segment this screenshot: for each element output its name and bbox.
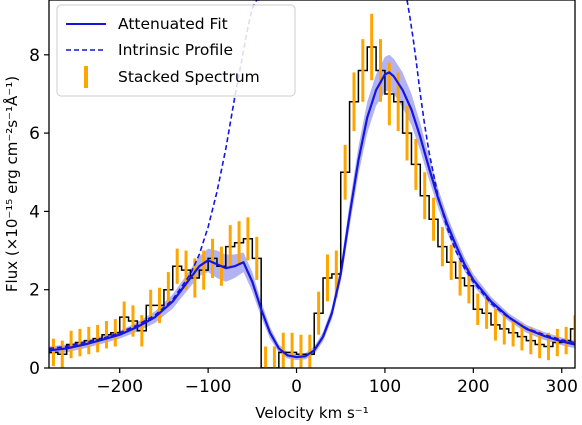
y-axis-label: Flux (×10⁻¹⁵ erg cm⁻²s⁻¹Å⁻¹) — [2, 76, 21, 292]
y-axis-ticks: 0 2 4 6 8 — [29, 46, 49, 379]
legend-intrinsic-label: Intrinsic Profile — [118, 41, 233, 59]
attenuated-fit-series — [49, 71, 575, 359]
x-tick-label: −200 — [96, 377, 143, 397]
legend-fit-label: Attenuated Fit — [118, 15, 228, 33]
stacked-spectrum-steps — [49, 46, 575, 368]
y-tick-label: 6 — [29, 124, 40, 144]
x-tick-label: 300 — [546, 377, 578, 397]
plot-frame — [48, 0, 576, 369]
intrinsic-profile-red-wing — [406, 0, 575, 344]
stacked-spectrum-step-line — [49, 46, 575, 368]
x-tick-label: −100 — [185, 377, 232, 397]
x-tick-label: 0 — [291, 377, 302, 397]
attenuated-fit-line — [49, 71, 575, 359]
y-tick-label: 0 — [29, 359, 40, 379]
plot-area — [49, 0, 575, 368]
fit-band-polygon — [49, 54, 575, 361]
x-tick-label: 200 — [457, 377, 489, 397]
y-tick-label: 2 — [29, 281, 40, 301]
y-tick-label: 4 — [29, 202, 40, 222]
legend-box — [56, 4, 296, 97]
y-tick-label: 8 — [29, 46, 40, 66]
legend-stacked-label: Stacked Spectrum — [118, 68, 260, 86]
x-tick-label: 100 — [369, 377, 401, 397]
x-axis-ticks: −200 −100 0 100 200 300 — [96, 368, 578, 397]
legend: Attenuated Fit Intrinsic Profile Stacked… — [56, 4, 296, 97]
fit-uncertainty-band — [49, 54, 575, 361]
x-axis-label: Velocity km s⁻¹ — [255, 404, 368, 422]
